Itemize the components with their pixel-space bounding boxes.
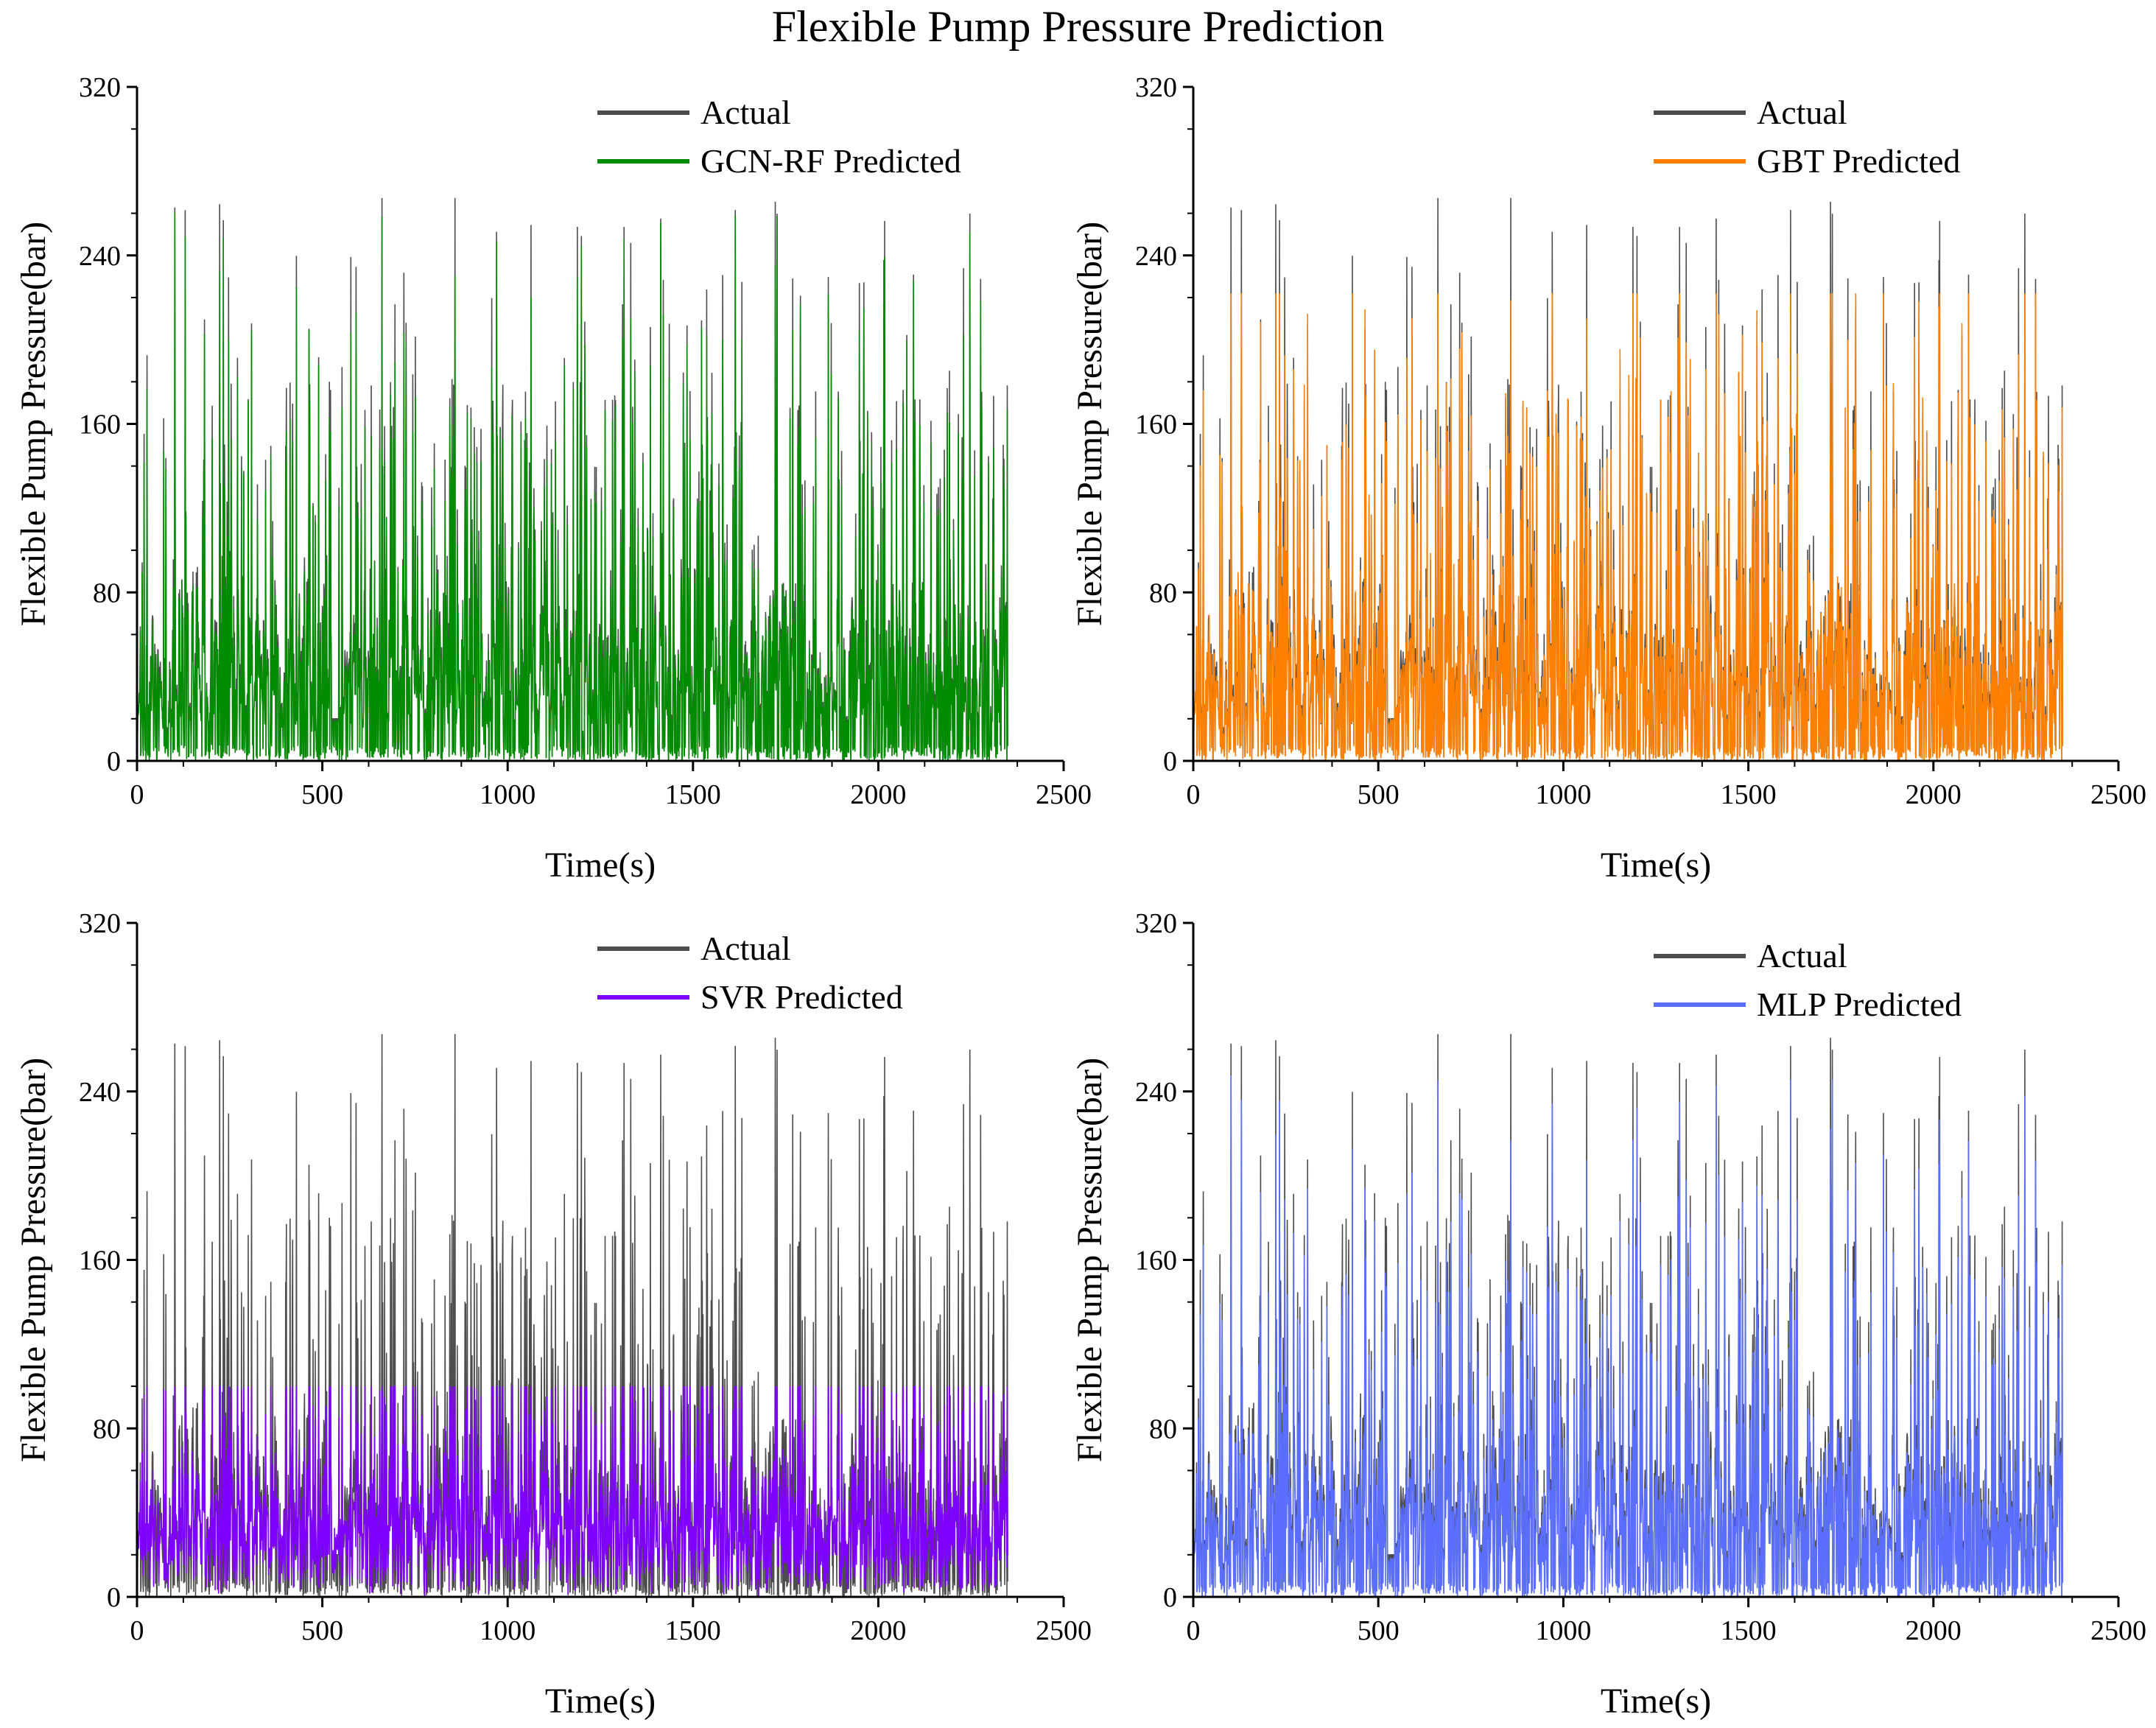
y-tick-label: 240 [1135, 241, 1177, 272]
x-tick-label: 0 [130, 779, 144, 810]
y-tick-label: 160 [1135, 410, 1177, 440]
y-tick-label: 160 [79, 1246, 121, 1276]
figure-title: Flexible Pump Pressure Prediction [771, 2, 1385, 51]
y-tick-label: 80 [93, 1413, 121, 1444]
y-tick-label: 240 [79, 1077, 121, 1108]
x-tick-label: 0 [1187, 1615, 1201, 1646]
y-tick-label: 160 [79, 410, 121, 440]
y-tick-label: 80 [1149, 577, 1177, 608]
legend-label-predicted: MLP Predicted [1757, 986, 1962, 1023]
x-tick-label: 500 [301, 1615, 343, 1646]
chart-panel-3: 0 80 160 240 320 0 500 1000 1500 2000 2500 Time(s) F… [14, 908, 1092, 1721]
x-tick-label: 1500 [665, 1615, 721, 1646]
y-axis-title: Flexible Pump Pressure(bar) [14, 222, 53, 626]
y-tick-label: 0 [1163, 1582, 1177, 1613]
legend-label-actual: Actual [700, 930, 791, 967]
legend-label-actual: Actual [700, 94, 791, 131]
y-tick-label: 0 [1163, 746, 1177, 777]
y-tick-label: 80 [93, 577, 121, 608]
y-axis-title: Flexible Pump Pressure(bar) [14, 1058, 53, 1462]
x-tick-label: 1000 [1535, 1615, 1591, 1646]
x-tick-label: 500 [1358, 1615, 1400, 1646]
y-tick-label: 0 [107, 746, 121, 777]
x-tick-label: 2500 [1036, 779, 1092, 810]
x-tick-label: 1500 [1721, 779, 1777, 810]
y-tick-label: 80 [1149, 1413, 1177, 1444]
x-tick-label: 1500 [1721, 1615, 1777, 1646]
x-tick-label: 1500 [665, 779, 721, 810]
legend-label-actual: Actual [1757, 94, 1847, 131]
y-axis-title: Flexible Pump Pressure(bar) [1070, 222, 1109, 626]
series-line-predicted [1193, 1075, 2063, 1598]
chart-panel-1: 0 80 160 240 320 0 500 1000 1500 2000 2500 Time(s) F… [14, 72, 1092, 885]
x-tick-label: 2500 [2090, 1615, 2146, 1646]
x-tick-label: 2000 [1906, 779, 1962, 810]
y-tick-label: 240 [1135, 1077, 1177, 1108]
x-axis-title: Time(s) [1601, 846, 1711, 885]
y-tick-label: 320 [1135, 908, 1177, 939]
x-axis-title: Time(s) [545, 846, 656, 885]
x-tick-label: 1000 [1535, 779, 1591, 810]
x-axis-title: Time(s) [545, 1682, 656, 1721]
x-tick-label: 500 [1358, 779, 1400, 810]
series-line-predicted [1193, 293, 2063, 762]
y-tick-label: 160 [1135, 1246, 1177, 1276]
y-tick-label: 240 [79, 241, 121, 272]
x-tick-label: 2500 [1036, 1615, 1092, 1646]
x-tick-label: 2500 [2090, 779, 2146, 810]
x-tick-label: 2000 [850, 1615, 906, 1646]
legend-label-predicted: SVR Predicted [700, 978, 903, 1016]
series-line-predicted [136, 211, 1008, 762]
x-tick-label: 0 [1187, 779, 1201, 810]
x-tick-label: 500 [301, 779, 343, 810]
x-tick-label: 1000 [480, 779, 536, 810]
x-tick-label: 0 [130, 1615, 144, 1646]
x-tick-label: 2000 [850, 779, 906, 810]
y-axis-title: Flexible Pump Pressure(bar) [1070, 1058, 1109, 1462]
legend-label-actual: Actual [1757, 937, 1847, 974]
legend-label-predicted: GBT Predicted [1757, 142, 1960, 180]
series-line-predicted [136, 1385, 1008, 1597]
chart-panel-4: 0 80 160 240 320 0 500 1000 1500 2000 2500 Time(s) F… [1070, 908, 2146, 1721]
legend-label-predicted: GCN-RF Predicted [700, 142, 961, 180]
y-tick-label: 320 [1135, 72, 1177, 103]
chart-panel-2: 0 80 160 240 320 0 500 1000 1500 2000 2500 Time(s) F… [1070, 72, 2146, 885]
x-tick-label: 1000 [480, 1615, 536, 1646]
x-axis-title: Time(s) [1601, 1682, 1711, 1721]
y-tick-label: 320 [79, 72, 121, 103]
y-tick-label: 0 [107, 1582, 121, 1613]
x-tick-label: 2000 [1906, 1615, 1962, 1646]
y-tick-label: 320 [79, 908, 121, 939]
